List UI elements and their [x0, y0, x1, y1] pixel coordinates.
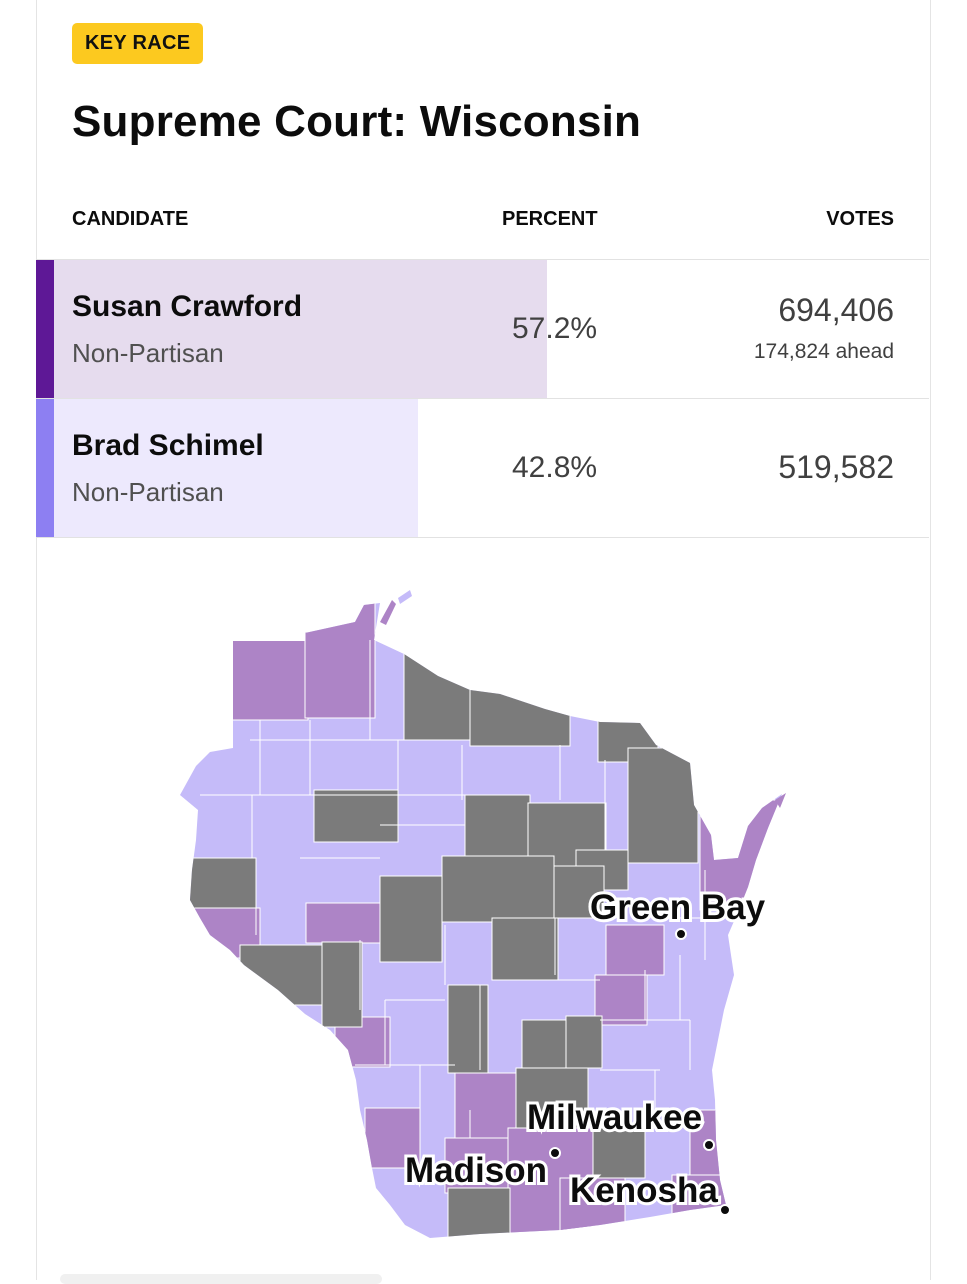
race-title: Supreme Court: Wisconsin	[72, 97, 642, 146]
candidate-name: Brad Schimel	[72, 429, 264, 462]
candidate-row-crawford[interactable]: Susan Crawford Non-Partisan 57.2% 694,40…	[36, 259, 929, 398]
candidate-votes: 519,582	[778, 449, 894, 485]
candidate-votes: 694,406	[778, 292, 894, 328]
header-votes: VOTES	[826, 208, 894, 230]
percent-bar	[36, 399, 419, 537]
candidate-row-schimel[interactable]: Brad Schimel Non-Partisan 42.8% 519,582	[36, 398, 929, 538]
candidate-name: Susan Crawford	[72, 290, 303, 323]
candidate-party: Non-Partisan	[72, 477, 224, 507]
race-card	[36, 0, 931, 1280]
candidate-color-stripe	[36, 260, 54, 398]
header-candidate: CANDIDATE	[72, 208, 189, 230]
scroll-indicator	[60, 1274, 382, 1284]
candidate-color-stripe	[36, 399, 54, 537]
percent-bar	[36, 260, 547, 398]
candidate-lead: 174,824 ahead	[753, 340, 894, 363]
candidate-party: Non-Partisan	[72, 338, 224, 368]
header-percent: PERCENT	[502, 208, 598, 230]
candidate-percent: 57.2%	[512, 312, 598, 345]
key-race-badge: KEY RACE	[72, 23, 204, 64]
candidate-percent: 42.8%	[512, 451, 598, 484]
